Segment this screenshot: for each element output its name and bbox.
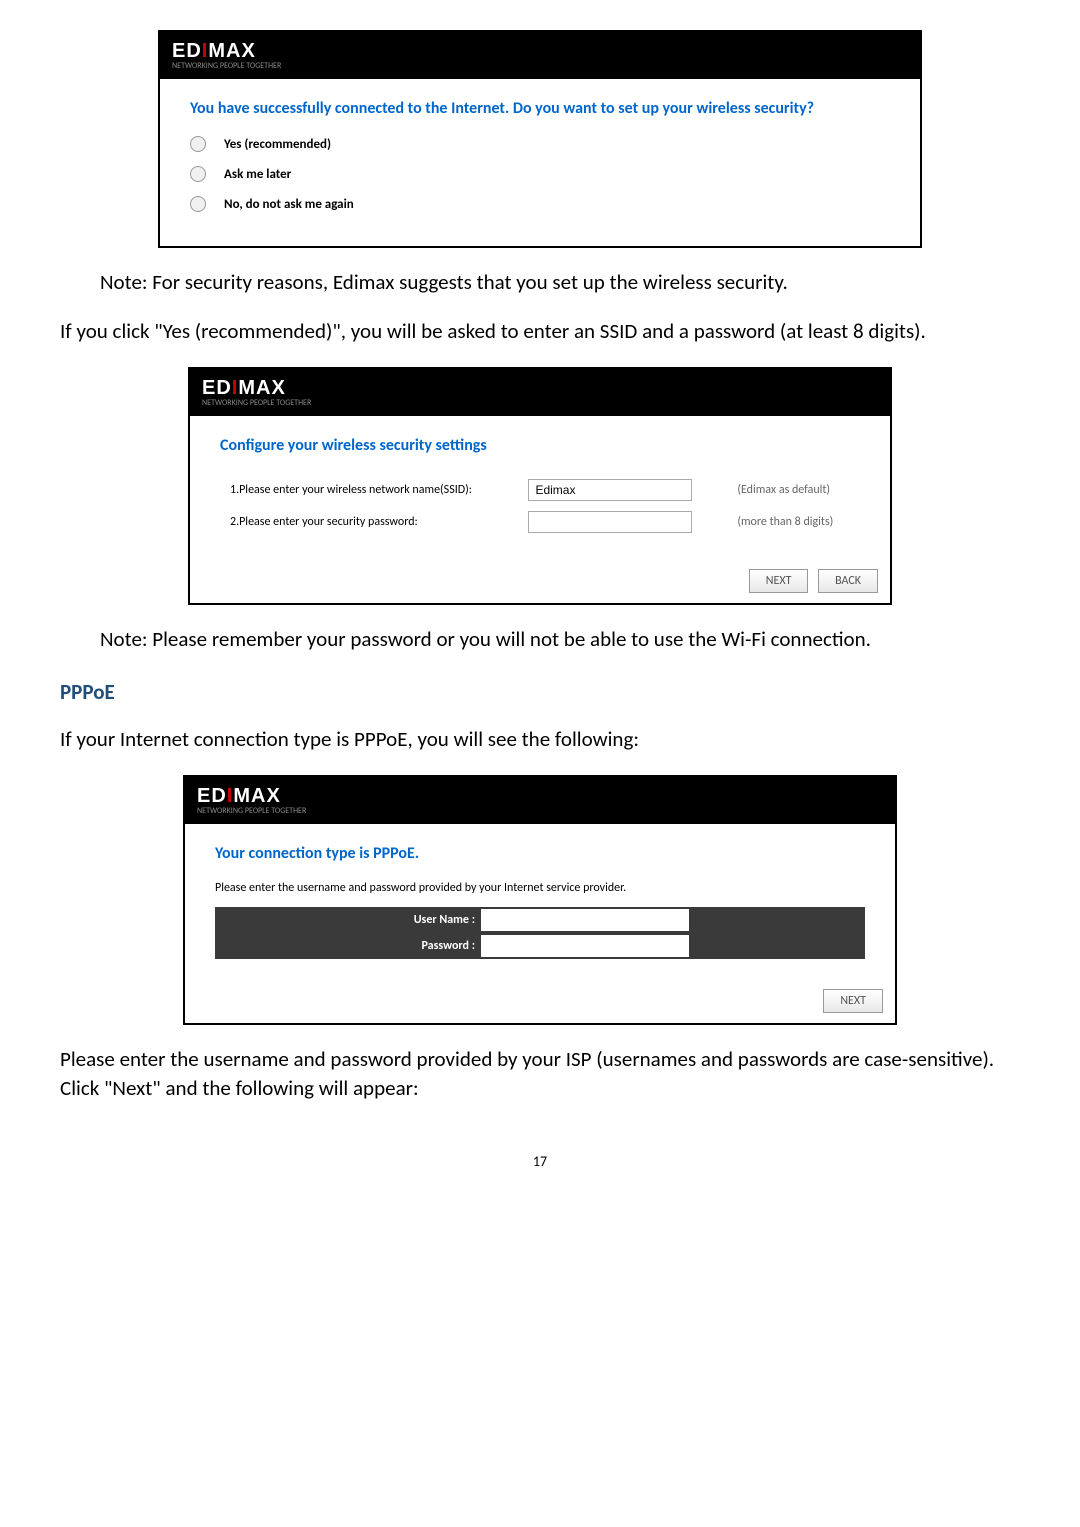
ssid-hint: (Edimax as default) xyxy=(729,475,858,505)
radio-option-later[interactable]: Ask me later xyxy=(190,166,890,182)
next-button[interactable]: NEXT xyxy=(823,989,883,1013)
radio-icon xyxy=(190,166,206,182)
radio-option-no[interactable]: No, do not ask me again xyxy=(190,196,890,212)
para-isp-credentials: Please enter the username and password p… xyxy=(60,1045,1020,1104)
panel-content: Configure your wireless security setting… xyxy=(190,416,890,559)
password-label: Password : xyxy=(215,933,481,959)
note-password: Note: Please remember your password or y… xyxy=(100,625,980,654)
pppoe-desc: Please enter the username and password p… xyxy=(215,881,865,895)
ssid-input[interactable] xyxy=(528,479,692,501)
para-ssid-intro: If you click "Yes (recommended)", you wi… xyxy=(60,317,1020,346)
radio-option-yes[interactable]: Yes (recommended) xyxy=(190,136,890,152)
back-button[interactable]: BACK xyxy=(818,569,878,593)
password-label: 2.Please enter your security password: xyxy=(222,507,518,537)
panel-title: Your connection type is PPPoE. xyxy=(215,844,865,863)
panel-content: You have successfully connected to the I… xyxy=(160,79,920,246)
security-prompt-box: EDIMAX NETWORKING PEOPLE TOGETHER You ha… xyxy=(158,30,922,248)
radio-label: Ask me later xyxy=(224,167,291,182)
panel-title: Configure your wireless security setting… xyxy=(220,436,860,455)
header-bar: EDIMAX NETWORKING PEOPLE TOGETHER xyxy=(190,369,890,416)
panel-title: You have successfully connected to the I… xyxy=(190,99,890,118)
password-hint: (more than 8 digits) xyxy=(729,507,858,537)
username-label: User Name : xyxy=(215,907,481,933)
para-pppoe-intro: If your Internet connection type is PPPo… xyxy=(60,725,1020,754)
pppoe-box: EDIMAX NETWORKING PEOPLE TOGETHER Your c… xyxy=(183,775,897,1025)
radio-label: No, do not ask me again xyxy=(224,197,354,212)
pppoe-heading: PPPoE xyxy=(60,679,1020,705)
username-input[interactable] xyxy=(481,909,689,931)
edimax-logo: EDIMAX NETWORKING PEOPLE TOGETHER xyxy=(202,377,311,408)
panel-content: Your connection type is PPPoE. Please en… xyxy=(185,824,895,979)
edimax-logo: EDIMAX NETWORKING PEOPLE TOGETHER xyxy=(197,785,306,816)
ssid-label: 1.Please enter your wireless network nam… xyxy=(222,475,518,505)
page-number: 17 xyxy=(60,1153,1020,1170)
note-security: Note: For security reasons, Edimax sugge… xyxy=(100,268,980,297)
edimax-logo: EDIMAX NETWORKING PEOPLE TOGETHER xyxy=(172,40,281,71)
header-bar: EDIMAX NETWORKING PEOPLE TOGETHER xyxy=(185,777,895,824)
button-row: NEXT xyxy=(185,979,895,1023)
radio-icon xyxy=(190,136,206,152)
radio-icon xyxy=(190,196,206,212)
settings-table: 1.Please enter your wireless network nam… xyxy=(220,473,860,539)
password-input[interactable] xyxy=(528,511,692,533)
pppoe-form: User Name : Password : xyxy=(215,907,865,959)
configure-wireless-box: EDIMAX NETWORKING PEOPLE TOGETHER Config… xyxy=(188,367,892,605)
password-input[interactable] xyxy=(481,935,689,957)
button-row: NEXT BACK xyxy=(190,559,890,603)
header-bar: EDIMAX NETWORKING PEOPLE TOGETHER xyxy=(160,32,920,79)
next-button[interactable]: NEXT xyxy=(749,569,809,593)
radio-label: Yes (recommended) xyxy=(224,137,331,152)
